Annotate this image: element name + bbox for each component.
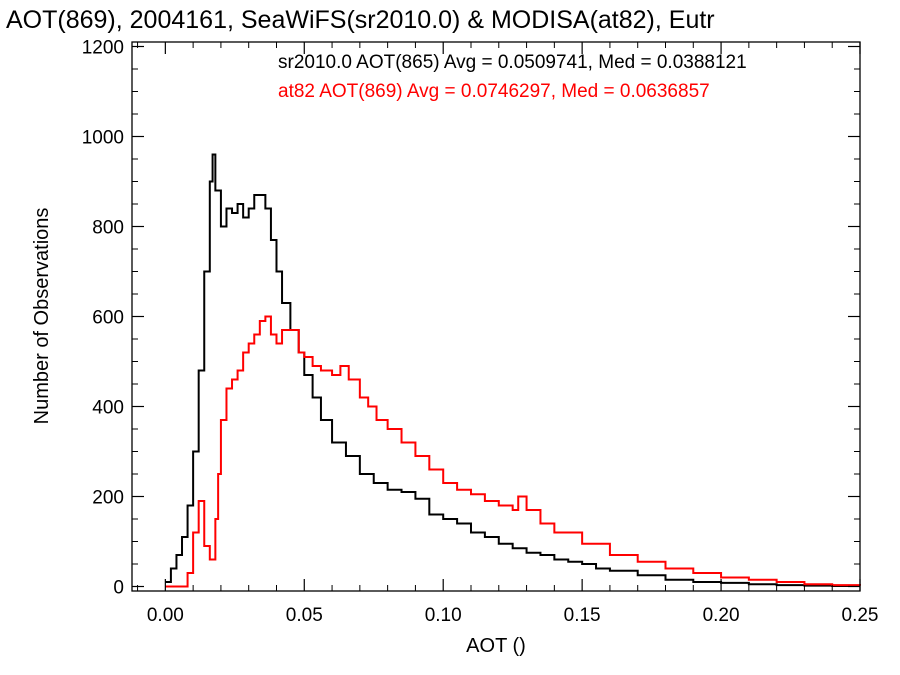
y-tick-label: 1000 [82,128,124,149]
y-tick-label: 600 [92,308,124,329]
axis-ticks [132,42,861,591]
y-tick-label: 0 [113,578,124,599]
x-tick-label: 0.15 [564,605,601,626]
x-tick-label: 0.00 [147,605,184,626]
series-line-1 [165,315,861,588]
chart-title: AOT(869), 2004161, SeaWiFS(sr2010.0) & M… [6,6,715,34]
y-tick-label: 800 [92,218,124,239]
annotation-black: sr2010.0 AOT(865) Avg = 0.0509741, Med =… [278,52,747,73]
plot-series [165,153,861,588]
x-axis-label: AOT () [466,635,526,657]
y-tick-label: 1200 [82,38,124,59]
y-axis-label: Number of Observations [31,208,53,425]
y-tick-label: 400 [92,398,124,419]
x-tick-label: 0.10 [425,605,462,626]
y-tick-label: 200 [92,488,124,509]
series-line-0 [165,153,860,588]
plot-frame [131,41,861,592]
annotation-red: at82 AOT(869) Avg = 0.0746297, Med = 0.0… [278,81,710,102]
x-tick-label: 0.05 [286,605,323,626]
x-tick-label: 0.25 [842,605,879,626]
tick-labels: 0.00 0.05 0.10 0.15 0.20 0.25 0 200 400 600 800 100… [82,38,879,627]
x-tick-label: 0.20 [703,605,740,626]
